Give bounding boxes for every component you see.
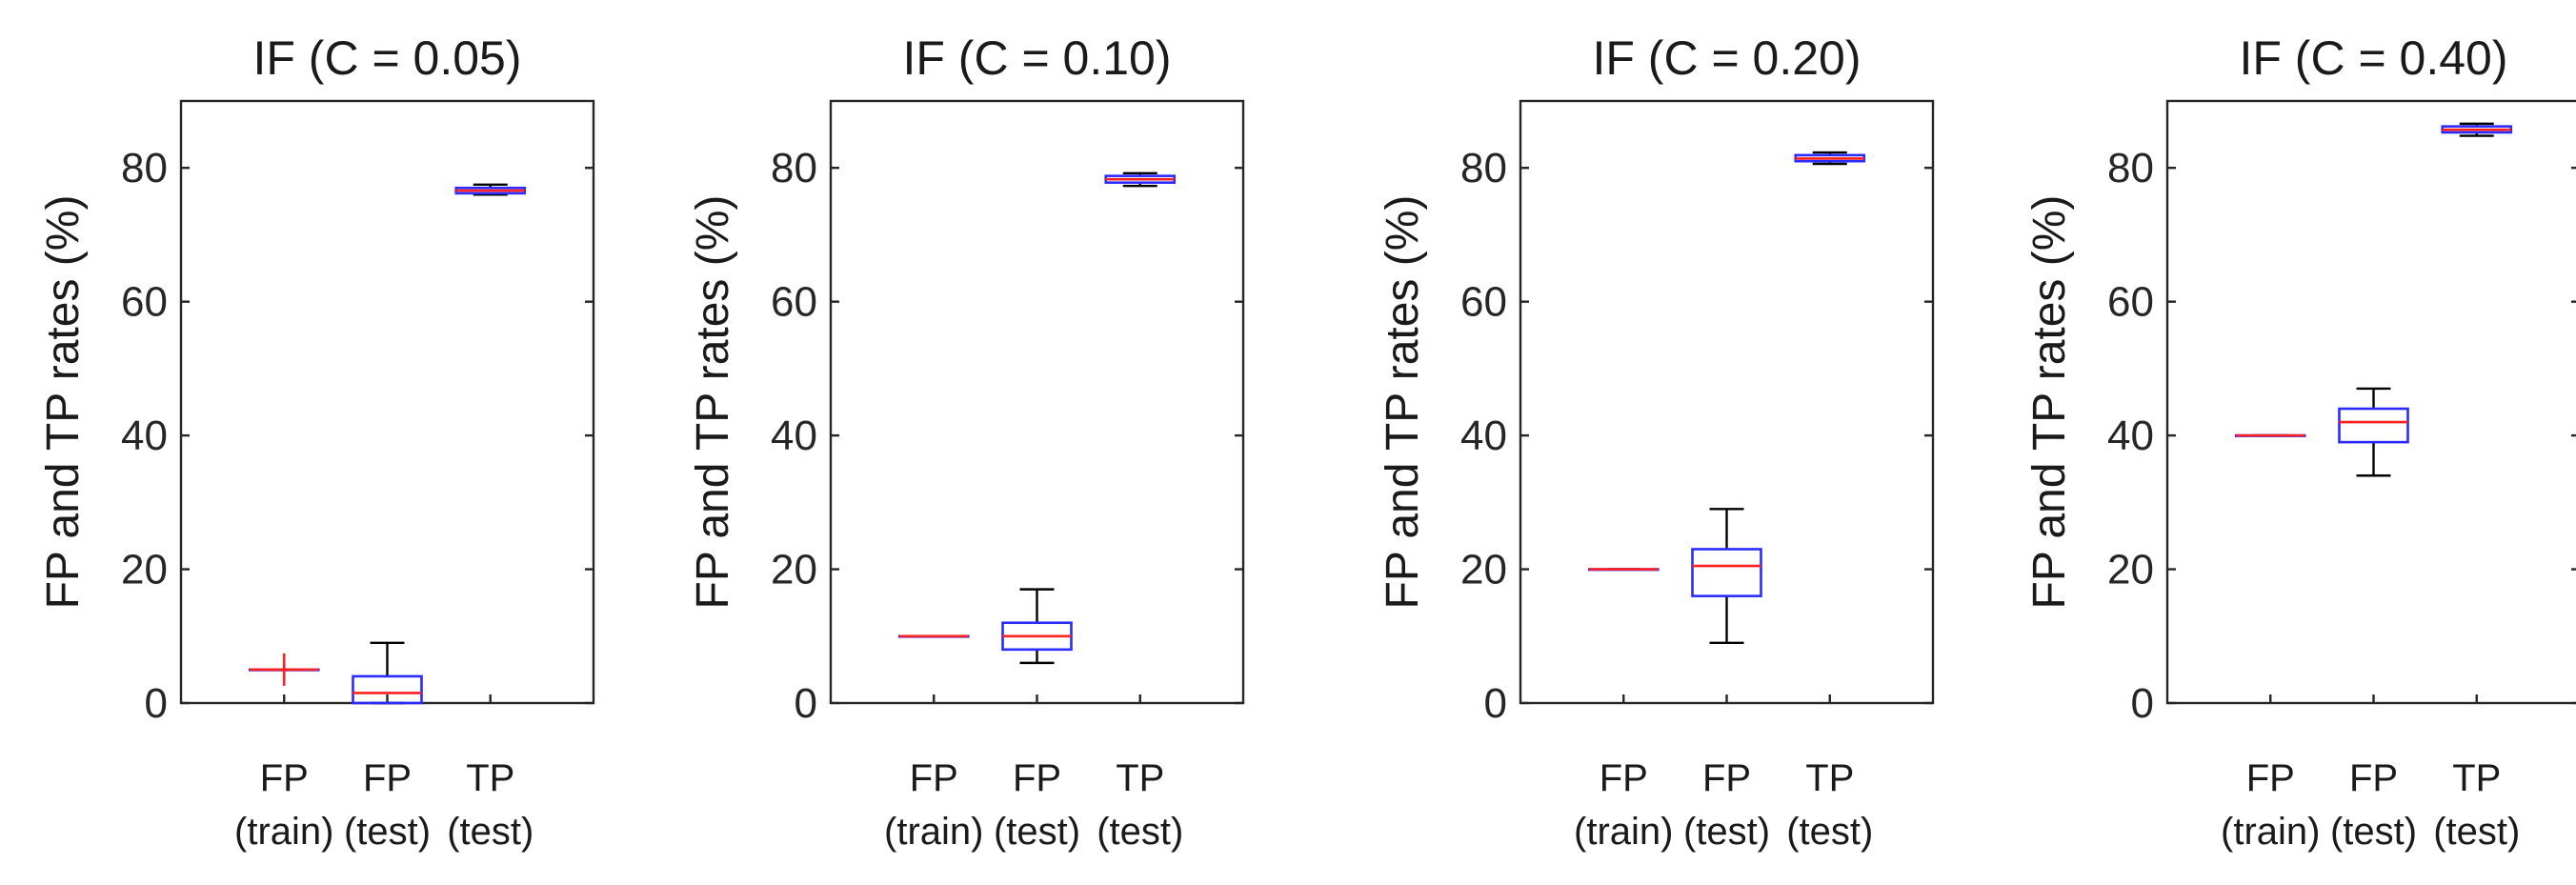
box-0 bbox=[897, 634, 970, 638]
outlier-marker bbox=[268, 653, 301, 686]
y-axis-label: FP and TP rates (%) bbox=[1378, 195, 1428, 610]
y-tick-label: 80 bbox=[2107, 145, 2154, 191]
chart-title: IF (C = 0.20) bbox=[1592, 31, 1861, 85]
x-tick-label-line2: (train) bbox=[1574, 811, 1673, 853]
y-tick-label: 20 bbox=[2107, 547, 2154, 593]
y-tick-label: 80 bbox=[121, 145, 168, 191]
panel-if-c-0-05: IF (C = 0.05) FP and TP rates (%) 0 20 40 60 8… bbox=[38, 31, 595, 853]
plot-area bbox=[2165, 99, 2576, 705]
iqr-box bbox=[1691, 548, 1762, 597]
x-tick-label-line1: TP bbox=[1805, 757, 1854, 799]
box-0 bbox=[1587, 568, 1660, 572]
y-tick-label: 60 bbox=[2107, 279, 2154, 326]
y-tick-label: 80 bbox=[1460, 145, 1507, 191]
y-tick-label: 0 bbox=[795, 680, 817, 727]
chart-title: IF (C = 0.05) bbox=[252, 31, 521, 85]
x-tick-label-line2: (test) bbox=[447, 811, 533, 853]
y-tick-label: 0 bbox=[145, 680, 168, 727]
x-tick-label-line2: (train) bbox=[2221, 811, 2320, 853]
box-1 bbox=[1001, 588, 1073, 665]
x-tick-label-line2: (train) bbox=[884, 811, 983, 853]
x-tick-label-line2: (test) bbox=[1786, 811, 1873, 853]
y-tick-label: 60 bbox=[1460, 279, 1507, 326]
x-tick-label-line1: FP bbox=[260, 757, 309, 799]
y-tick-label: 60 bbox=[121, 279, 168, 326]
box-2 bbox=[1104, 171, 1177, 188]
box-1 bbox=[352, 641, 423, 705]
box-2 bbox=[454, 183, 527, 196]
y-axis-label: FP and TP rates (%) bbox=[2024, 195, 2075, 610]
box-2 bbox=[1794, 151, 1866, 166]
y-axis-label: FP and TP rates (%) bbox=[38, 195, 89, 610]
panel-if-c-0-20: IF (C = 0.20) FP and TP rates (%) 0 20 40 60 8… bbox=[1378, 31, 1935, 853]
box-0 bbox=[248, 653, 320, 686]
x-tick-label-line2: (test) bbox=[2330, 811, 2417, 853]
box-1 bbox=[2338, 387, 2409, 477]
y-tick-label: 20 bbox=[771, 547, 817, 593]
y-axis-label: FP and TP rates (%) bbox=[688, 195, 738, 610]
x-tick-label-line2: (train) bbox=[234, 811, 333, 853]
x-tick-label-line2: (test) bbox=[994, 811, 1080, 853]
y-tick-label: 40 bbox=[2107, 412, 2154, 459]
y-tick-label: 60 bbox=[771, 279, 817, 326]
y-tick-label: 80 bbox=[771, 145, 817, 191]
panel-if-c-0-10: IF (C = 0.10) FP and TP rates (%) 0 20 40 60 8… bbox=[688, 31, 1245, 853]
box-2 bbox=[2441, 122, 2513, 137]
y-tick-label: 20 bbox=[1460, 547, 1507, 593]
x-tick-label-line1: FP bbox=[2349, 757, 2398, 799]
x-tick-label-line1: TP bbox=[2452, 757, 2501, 799]
x-tick-label-line1: FP bbox=[1702, 757, 1751, 799]
box-1 bbox=[1691, 508, 1762, 644]
x-tick-label-line1: TP bbox=[466, 757, 514, 799]
x-tick-label-line2: (test) bbox=[2433, 811, 2520, 853]
x-tick-label-line1: FP bbox=[910, 757, 958, 799]
iqr-box bbox=[352, 674, 423, 705]
plot-area bbox=[179, 99, 595, 705]
x-tick-label-line2: (test) bbox=[1097, 811, 1183, 853]
panel-if-c-0-40: IF (C = 0.40) FP and TP rates (%) 0 20 40 60 8… bbox=[2024, 31, 2576, 853]
y-tick-label: 20 bbox=[121, 547, 168, 593]
y-tick-label: 40 bbox=[771, 412, 817, 459]
y-tick-label: 40 bbox=[1460, 412, 1507, 459]
x-tick-label-line1: TP bbox=[1116, 757, 1164, 799]
x-tick-label-line1: FP bbox=[1600, 757, 1648, 799]
box-0 bbox=[2234, 433, 2306, 437]
y-tick-label: 0 bbox=[1484, 680, 1507, 727]
chart-title: IF (C = 0.40) bbox=[2239, 31, 2507, 85]
y-tick-label: 0 bbox=[2131, 680, 2154, 727]
y-tick-label: 40 bbox=[121, 412, 168, 459]
x-tick-label-line1: FP bbox=[363, 757, 412, 799]
x-tick-label-line2: (test) bbox=[344, 811, 431, 853]
x-tick-label-line1: FP bbox=[1013, 757, 1061, 799]
chart-title: IF (C = 0.10) bbox=[902, 31, 1171, 85]
iqr-box bbox=[2338, 407, 2409, 444]
x-tick-label-line1: FP bbox=[2246, 757, 2295, 799]
x-tick-label-line2: (test) bbox=[1683, 811, 1770, 853]
